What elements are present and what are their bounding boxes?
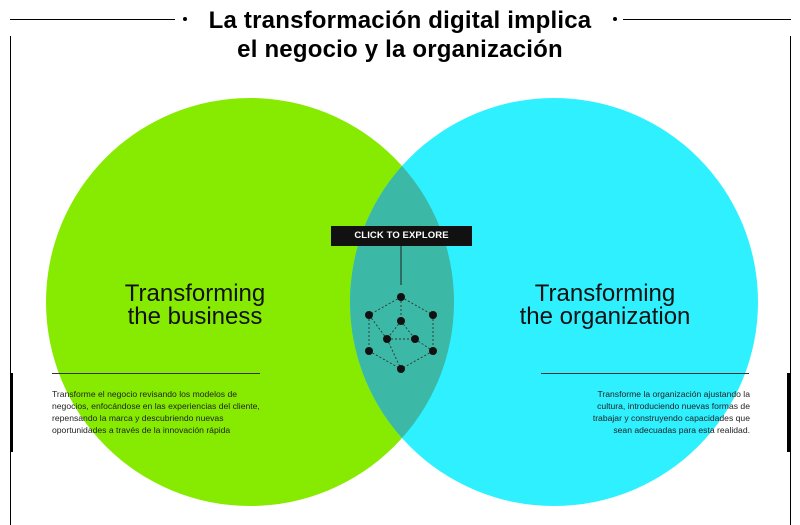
circle-business[interactable] [46, 98, 454, 506]
title-line-1: La transformación digital implica [208, 7, 592, 34]
page-title: La transformación digital implica el neg… [0, 6, 800, 64]
business-heading-line-2: the business [127, 303, 263, 330]
frame-line-left [10, 36, 11, 525]
organization-side-bar [787, 373, 790, 452]
business-side-bar [10, 373, 13, 452]
click-to-explore-button[interactable]: CLICK TO EXPLORE [331, 226, 472, 246]
business-divider [52, 373, 260, 374]
business-heading-line-1: Transforming [124, 280, 266, 307]
network-nodes [365, 293, 437, 373]
organization-divider [541, 373, 749, 374]
header-line-left [10, 19, 175, 20]
organization-heading-line-1: Transforming [534, 280, 676, 307]
organization-heading: Transforming the organization [500, 280, 710, 330]
organization-description: Transforme la organización ajustando la … [592, 389, 750, 435]
frame-line-right [790, 36, 791, 525]
header-line-right [623, 19, 791, 20]
business-description: Transforme el negocio revisando los mode… [52, 389, 260, 435]
title-line-2: el negocio y la organización [237, 36, 563, 63]
circle-organization[interactable] [350, 98, 758, 506]
organization-heading-line-2: the organization [519, 303, 691, 330]
header-dot-left [183, 17, 187, 21]
business-heading: Transforming the business [95, 280, 295, 330]
network-hexagon-icon[interactable] [368, 296, 434, 370]
header-dot-right [613, 17, 617, 21]
